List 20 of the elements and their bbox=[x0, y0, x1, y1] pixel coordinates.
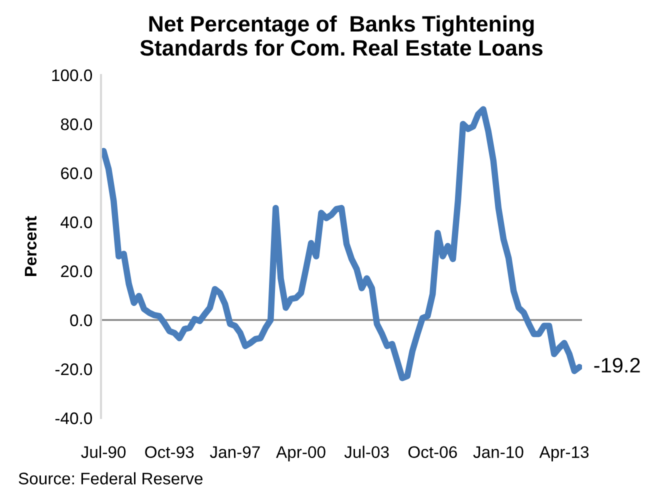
x-tick-label: Jan-10 bbox=[473, 446, 524, 458]
x-tick-label: Jul-90 bbox=[81, 446, 126, 458]
x-tick-label: Jan-97 bbox=[210, 446, 260, 458]
x-tick-label: Apr-00 bbox=[276, 446, 326, 462]
y-tick-label: 20.0 bbox=[61, 265, 92, 278]
y-tick-label: 80.0 bbox=[60, 118, 92, 130]
y-tick-label: 100.0 bbox=[52, 69, 92, 82]
y-tick-label: 0.0 bbox=[70, 314, 92, 326]
x-tick-label: Apr-13 bbox=[539, 446, 589, 462]
x-tick-label: Oct-06 bbox=[408, 446, 457, 458]
y-tick-label: 40.0 bbox=[60, 216, 92, 228]
x-tick-label: Oct-93 bbox=[145, 446, 194, 458]
x-tick-label: Jul-03 bbox=[344, 446, 389, 458]
y-tick-label: 60.0 bbox=[61, 167, 92, 180]
chart-title: Net Percentage of Banks Tightening Standards for Com. Real Estate Loans bbox=[140, 15, 542, 56]
source-note: Source: Federal Reserve bbox=[18, 472, 203, 484]
text: -19.2 bbox=[594, 358, 640, 373]
y-tick-label: -20.0 bbox=[55, 363, 92, 376]
y-axis-title: Percent bbox=[24, 216, 37, 276]
y-tick-label: -40.0 bbox=[55, 412, 92, 424]
